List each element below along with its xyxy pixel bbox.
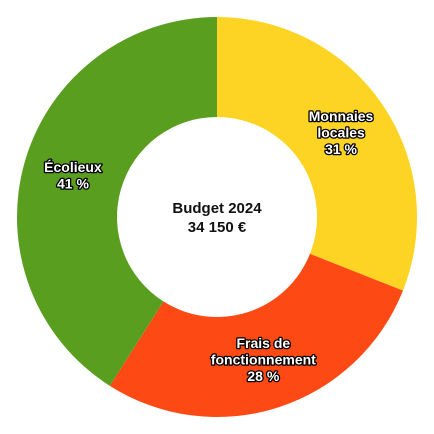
slice-frais-de-fonctionnement-name-line: Frais de bbox=[237, 335, 291, 351]
slice-labels: Monnaies locales 31 % Frais de fonctionnemen… bbox=[43, 107, 375, 386]
center-total: 34 150 € bbox=[188, 219, 247, 236]
slice-ecolieux bbox=[17, 17, 218, 386]
slice-monnaies-locales bbox=[217, 17, 418, 291]
slice-ecolieux-label: Écolieux 41 % bbox=[44, 159, 102, 192]
slice-monnaies-locales-name-line: Monnaies bbox=[309, 108, 374, 124]
slice-frais-de-fonctionnement-name-line: fonctionnement bbox=[211, 352, 316, 368]
slice-monnaies-locales-label: Monnaies locales 31 % bbox=[309, 108, 374, 157]
slice-monnaies-locales-name-line: locales bbox=[317, 125, 365, 141]
slice-frais-de-fonctionnement-label: Frais de fonctionnement 28 % bbox=[211, 335, 316, 384]
donut-slices bbox=[17, 17, 418, 417]
center-title: Budget 2024 bbox=[172, 200, 262, 217]
slice-ecolieux-name-line: Écolieux bbox=[44, 159, 102, 175]
slice-frais-de-fonctionnement-value: 28 % bbox=[247, 368, 279, 384]
slice-frais-de-fonctionnement bbox=[109, 253, 403, 417]
slice-monnaies-locales-value: 31 % bbox=[325, 141, 357, 157]
slice-ecolieux-value: 41 % bbox=[57, 175, 89, 191]
